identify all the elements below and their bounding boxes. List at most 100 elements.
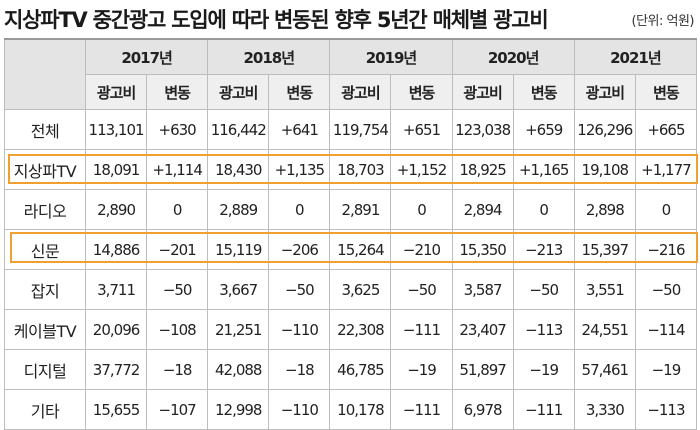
table-row: 신문 14,886 −201 15,119 −206 15,264 −210 15,350 −2… (4, 229, 698, 270)
spend-cell: 6,978 (451, 389, 514, 430)
row-label: 케이블TV (4, 309, 86, 350)
change-cell: 0 (390, 189, 453, 230)
change-cell: −18 (146, 349, 209, 390)
change-cell: −18 (268, 349, 331, 390)
table-row: 케이블TV 20,096 −108 21,251 −110 22,308 −111 23,40… (4, 309, 698, 350)
spend-cell: 22,308 (329, 309, 392, 350)
spend-cell: 2,891 (329, 189, 392, 230)
change-cell: +651 (390, 109, 453, 150)
spend-cell: 15,350 (451, 229, 514, 270)
change-cell: −111 (390, 309, 453, 350)
change-cell: +1,135 (268, 149, 331, 190)
table-title: 지상파TV 중간광고 도입에 따라 변동된 향후 5년간 매체별 광고비 (4, 8, 549, 32)
spend-cell: 21,251 (207, 309, 270, 350)
spend-cell: 23,407 (451, 309, 514, 350)
spend-header: 광고비 (573, 74, 636, 110)
change-cell: −216 (634, 229, 698, 270)
spend-cell: 2,894 (451, 189, 514, 230)
change-cell: −50 (390, 269, 453, 310)
unit-label: (단위: 억원) (631, 14, 695, 29)
table-row: 잡지 3,711 −50 3,667 −50 3,625 −50 3,587 −50 3,551−… (4, 269, 698, 310)
spend-header: 광고비 (329, 74, 392, 110)
spend-cell: 20,096 (84, 309, 148, 350)
change-header: 변동 (390, 74, 453, 110)
spend-cell: 46,785 (329, 349, 392, 390)
change-cell: −114 (634, 309, 698, 350)
spend-cell: 42,088 (207, 349, 270, 390)
change-cell: 0 (146, 189, 209, 230)
spend-cell: 18,091 (84, 149, 148, 190)
spend-header: 광고비 (207, 74, 270, 110)
row-label: 라디오 (4, 189, 86, 230)
spend-cell: 18,925 (451, 149, 514, 190)
table-row: 디지털 37,772 −18 42,088 −18 46,785 −19 51,897 −19 5… (4, 349, 698, 390)
change-cell: −113 (634, 389, 698, 430)
change-cell: −107 (146, 389, 209, 430)
spend-cell: 3,551 (573, 269, 636, 310)
spend-cell: 126,296 (573, 109, 636, 150)
ad-spend-table: 2017년 2018년 2019년 2020년 2021년 광고비 변동 광고비 변동 광고비 변… (4, 38, 698, 430)
change-cell: −111 (390, 389, 453, 430)
row-label: 신문 (4, 229, 86, 270)
spend-cell: 15,397 (573, 229, 636, 270)
change-cell: 0 (268, 189, 331, 230)
spend-cell: 3,711 (84, 269, 148, 310)
year-header: 2018년 (207, 38, 331, 75)
spend-header: 광고비 (84, 74, 148, 110)
spend-cell: 51,897 (451, 349, 514, 390)
change-cell: −19 (390, 349, 453, 390)
spend-cell: 37,772 (84, 349, 148, 390)
spend-cell: 15,264 (329, 229, 392, 270)
table-row: 기타 15,655 −107 12,998 −110 10,178 −111 6,978 −11… (4, 389, 698, 430)
change-cell: +1,152 (390, 149, 453, 190)
spend-cell: 113,101 (84, 109, 148, 150)
change-header: 변동 (634, 74, 698, 110)
change-cell: −111 (512, 389, 575, 430)
change-cell: 0 (634, 189, 698, 230)
year-header: 2017년 (84, 38, 209, 75)
spend-cell: 14,886 (84, 229, 148, 270)
year-header: 2021년 (573, 38, 698, 75)
spend-cell: 3,587 (451, 269, 514, 310)
spend-cell: 3,667 (207, 269, 270, 310)
change-header: 변동 (512, 74, 575, 110)
change-cell: +1,177 (634, 149, 698, 190)
corner-header (4, 38, 86, 110)
row-label: 전체 (4, 109, 86, 150)
spend-cell: 18,430 (207, 149, 270, 190)
spend-cell: 2,889 (207, 189, 270, 230)
change-cell: −210 (390, 229, 453, 270)
spend-cell: 123,038 (451, 109, 514, 150)
row-label: 잡지 (4, 269, 86, 310)
change-cell: +1,165 (512, 149, 575, 190)
spend-cell: 15,119 (207, 229, 270, 270)
spend-cell: 15,655 (84, 389, 148, 430)
change-cell: +630 (146, 109, 209, 150)
table-row: 라디오 2,890 0 2,889 0 2,891 0 2,894 0 2,898 0 (4, 189, 698, 230)
change-cell: −213 (512, 229, 575, 270)
change-cell: −19 (634, 349, 698, 390)
spend-cell: 57,461 (573, 349, 636, 390)
change-cell: −50 (268, 269, 331, 310)
change-cell: −50 (512, 269, 575, 310)
table-row: 전체 113,101 +630 116,442 +641 119,754 +651 123,0… (4, 109, 698, 150)
spend-cell: 18,703 (329, 149, 392, 190)
spend-cell: 19,108 (573, 149, 636, 190)
spend-cell: 2,898 (573, 189, 636, 230)
change-cell: +659 (512, 109, 575, 150)
spend-cell: 2,890 (84, 189, 148, 230)
row-label: 디지털 (4, 349, 86, 390)
change-cell: −110 (268, 309, 331, 350)
change-cell: +1,114 (146, 149, 209, 190)
year-header: 2019년 (329, 38, 453, 75)
change-cell: −201 (146, 229, 209, 270)
change-cell: −50 (634, 269, 698, 310)
change-cell: −113 (512, 309, 575, 350)
spend-cell: 3,330 (573, 389, 636, 430)
change-header: 변동 (146, 74, 209, 110)
spend-cell: 119,754 (329, 109, 392, 150)
spend-cell: 116,442 (207, 109, 270, 150)
change-cell: 0 (512, 189, 575, 230)
spend-cell: 24,551 (573, 309, 636, 350)
change-cell: −206 (268, 229, 331, 270)
